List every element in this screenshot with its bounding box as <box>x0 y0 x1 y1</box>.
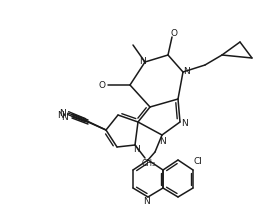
Text: N: N <box>144 197 150 207</box>
Text: N: N <box>159 136 165 146</box>
Text: N: N <box>134 146 140 155</box>
Text: N: N <box>183 66 189 76</box>
Text: N: N <box>57 110 63 120</box>
Text: N: N <box>182 118 189 128</box>
Text: O: O <box>171 28 178 38</box>
Text: Cl: Cl <box>194 158 202 166</box>
Text: N: N <box>60 108 66 117</box>
Text: CH₃: CH₃ <box>142 158 156 168</box>
Text: N: N <box>62 112 68 122</box>
Text: O: O <box>99 81 105 89</box>
Text: N: N <box>139 56 145 66</box>
